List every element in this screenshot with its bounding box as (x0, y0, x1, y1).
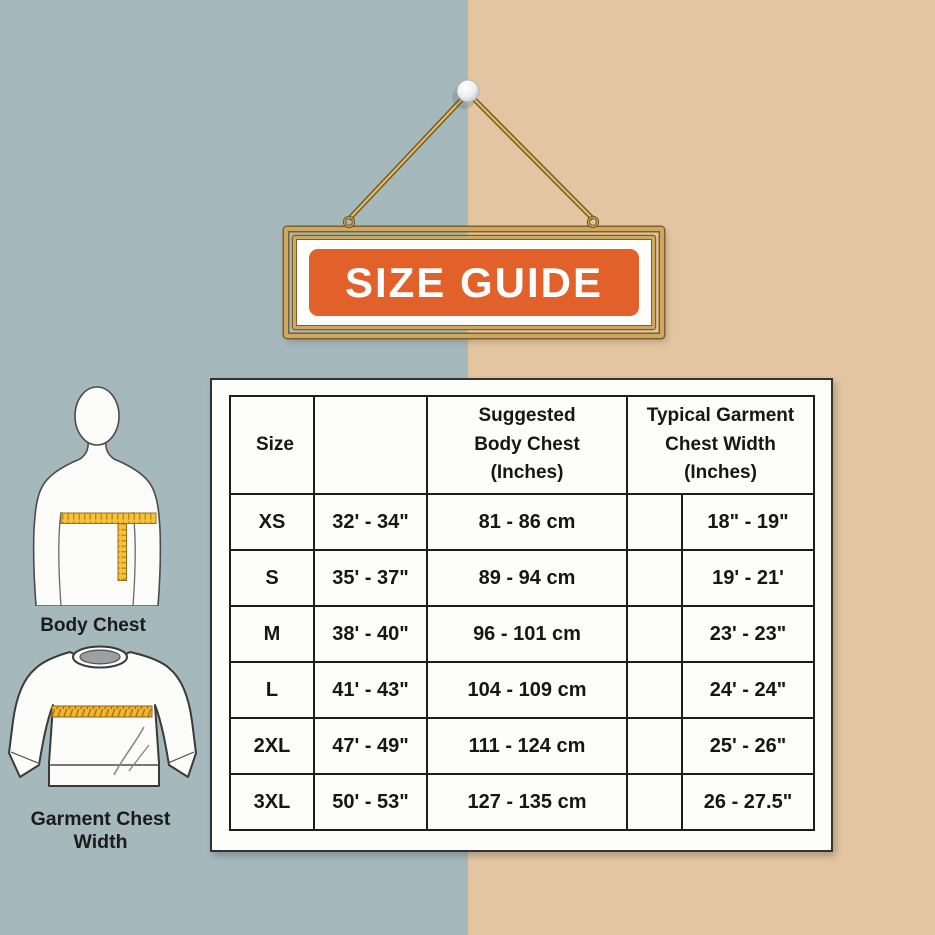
cell-body-cm: 89 - 94 cm (426, 549, 628, 607)
table-row: L 41' - 43" 104 - 109 cm 24' - 24" (229, 661, 815, 719)
cell-spacer (626, 773, 683, 831)
cell-garment-inches: 24' - 24" (681, 661, 815, 719)
cell-size: L (229, 661, 315, 719)
header-garment-chest: Typical Garment Chest Width (Inches) (626, 395, 815, 495)
table-row: S 35' - 37" 89 - 94 cm 19' - 21' (229, 549, 815, 607)
cell-spacer (626, 549, 683, 607)
sign-title-plate: SIZE GUIDE (309, 249, 639, 316)
cell-body-cm: 127 - 135 cm (426, 773, 628, 831)
head (74, 386, 120, 446)
table-row: M 38' - 40" 96 - 101 cm 23' - 23" (229, 605, 815, 663)
rope-right-icon (468, 93, 595, 221)
cell-garment-inches: 18" - 19" (681, 493, 815, 551)
cell-body-inches: 50' - 53" (313, 773, 428, 831)
measuring-tape-vertical-icon (117, 523, 127, 581)
crease-line (113, 726, 145, 776)
size-guide-table: Size Suggested Body Chest (Inches) Typic… (229, 395, 815, 831)
garment-chest-illustration (8, 645, 197, 787)
header-size: Size (229, 395, 315, 495)
cell-body-inches: 32' - 34" (313, 493, 428, 551)
cell-garment-inches: 19' - 21' (681, 549, 815, 607)
header-blank (313, 395, 428, 495)
cell-size: S (229, 549, 315, 607)
cell-body-cm: 96 - 101 cm (426, 605, 628, 663)
measuring-tape-chest-icon (51, 705, 153, 718)
garment-chest-label: Garment Chest Width (30, 808, 171, 853)
rope-left-icon (347, 93, 468, 221)
sweatshirt-silhouette (8, 651, 197, 787)
body-chest-illustration (32, 386, 162, 606)
collar-inner (79, 649, 121, 665)
pin-icon (452, 79, 480, 109)
table-row: 3XL 50' - 53" 127 - 135 cm 26 - 27.5" (229, 773, 815, 831)
cell-body-inches: 41' - 43" (313, 661, 428, 719)
cell-body-inches: 38' - 40" (313, 605, 428, 663)
cell-size: XS (229, 493, 315, 551)
cell-body-cm: 81 - 86 cm (426, 493, 628, 551)
cell-size: 3XL (229, 773, 315, 831)
measuring-tape-horizontal-icon (60, 512, 157, 524)
table-row: 2XL 47' - 49" 111 - 124 cm 25' - 26" (229, 717, 815, 775)
cell-garment-inches: 26 - 27.5" (681, 773, 815, 831)
eyelet-left-icon (342, 215, 356, 229)
cuff-seam-right (167, 751, 195, 764)
eyelet-right-icon (586, 215, 600, 229)
arm-seam-left (58, 511, 62, 606)
cell-spacer (626, 661, 683, 719)
cell-spacer (626, 717, 683, 775)
header-row: Size Suggested Body Chest (Inches) Typic… (229, 395, 815, 495)
sign-mat: SIZE GUIDE (293, 236, 655, 329)
body-chest-label: Body Chest (40, 615, 146, 636)
sign-title: SIZE GUIDE (344, 258, 604, 306)
cell-garment-inches: 23' - 23" (681, 605, 815, 663)
cell-spacer (626, 493, 683, 551)
cell-garment-inches: 25' - 26" (681, 717, 815, 775)
hanging-sign: SIZE GUIDE (284, 227, 664, 338)
cell-body-inches: 47' - 49" (313, 717, 428, 775)
cuff-seam-left (10, 751, 39, 764)
header-body-chest: Suggested Body Chest (Inches) (426, 395, 628, 495)
cell-body-cm: 104 - 109 cm (426, 661, 628, 719)
cell-body-cm: 111 - 124 cm (426, 717, 628, 775)
cell-body-inches: 35' - 37" (313, 549, 428, 607)
size-table-panel: Size Suggested Body Chest (Inches) Typic… (210, 378, 833, 852)
cell-spacer (626, 605, 683, 663)
cell-size: 2XL (229, 717, 315, 775)
cell-size: M (229, 605, 315, 663)
table-row: XS 32' - 34" 81 - 86 cm 18" - 19" (229, 493, 815, 551)
crease-line (128, 744, 150, 772)
